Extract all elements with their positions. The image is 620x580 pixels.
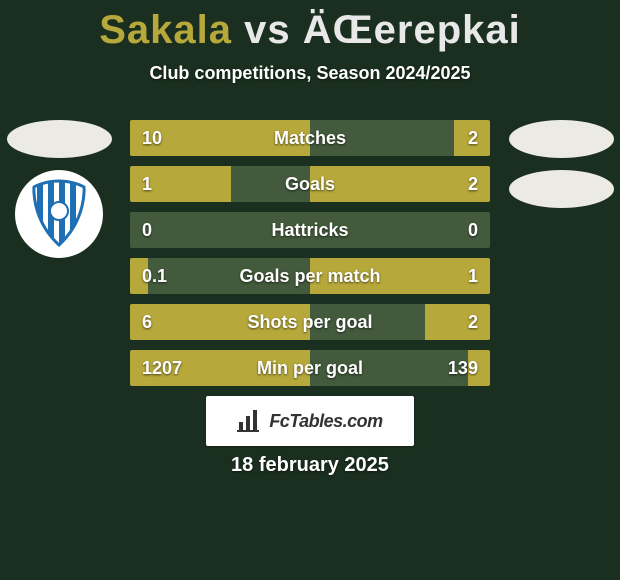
- page-title: Sakala vs ÄŒerepkai: [0, 0, 620, 53]
- player1-placeholder-oval: [7, 120, 112, 158]
- stat-label: Hattricks: [209, 220, 411, 241]
- stat-value-right: 2: [411, 174, 490, 195]
- stat-value-right: 2: [411, 312, 490, 333]
- title-player1: Sakala: [99, 8, 232, 52]
- stat-label: Goals per match: [209, 266, 411, 287]
- stat-value-left: 0: [130, 220, 209, 241]
- stat-value-left: 1: [130, 174, 209, 195]
- shield-icon: [29, 179, 89, 249]
- stat-row: 0Hattricks0: [130, 212, 490, 248]
- left-column: [4, 120, 114, 258]
- player2-club-placeholder-oval: [509, 170, 614, 208]
- stat-row: 1Goals2: [130, 166, 490, 202]
- brand-text: FcTables.com: [269, 411, 382, 432]
- stat-value-right: 139: [411, 358, 490, 379]
- subtitle: Club competitions, Season 2024/2025: [0, 63, 620, 84]
- stat-label: Matches: [209, 128, 411, 149]
- title-vs: vs: [244, 8, 291, 52]
- stat-value-right: 0: [411, 220, 490, 241]
- title-player2: ÄŒerepkai: [303, 8, 521, 52]
- brand-badge: FcTables.com: [206, 396, 414, 446]
- stat-value-right: 2: [411, 128, 490, 149]
- stat-row: 6Shots per goal2: [130, 304, 490, 340]
- player1-club-logo: [15, 170, 103, 258]
- stat-value-left: 1207: [130, 358, 209, 379]
- player2-placeholder-oval: [509, 120, 614, 158]
- stat-row: 0.1Goals per match1: [130, 258, 490, 294]
- stat-value-right: 1: [411, 266, 490, 287]
- bar-chart-icon: [237, 410, 263, 432]
- stat-value-left: 0.1: [130, 266, 209, 287]
- stat-row: 10Matches2: [130, 120, 490, 156]
- stat-row: 1207Min per goal139: [130, 350, 490, 386]
- date-text: 18 february 2025: [0, 454, 620, 477]
- stat-value-left: 6: [130, 312, 209, 333]
- stat-label: Min per goal: [209, 358, 411, 379]
- stats-rows: 10Matches21Goals20Hattricks00.1Goals per…: [130, 120, 490, 396]
- stat-value-left: 10: [130, 128, 209, 149]
- stat-label: Shots per goal: [209, 312, 411, 333]
- right-column: [506, 120, 616, 220]
- stat-label: Goals: [209, 174, 411, 195]
